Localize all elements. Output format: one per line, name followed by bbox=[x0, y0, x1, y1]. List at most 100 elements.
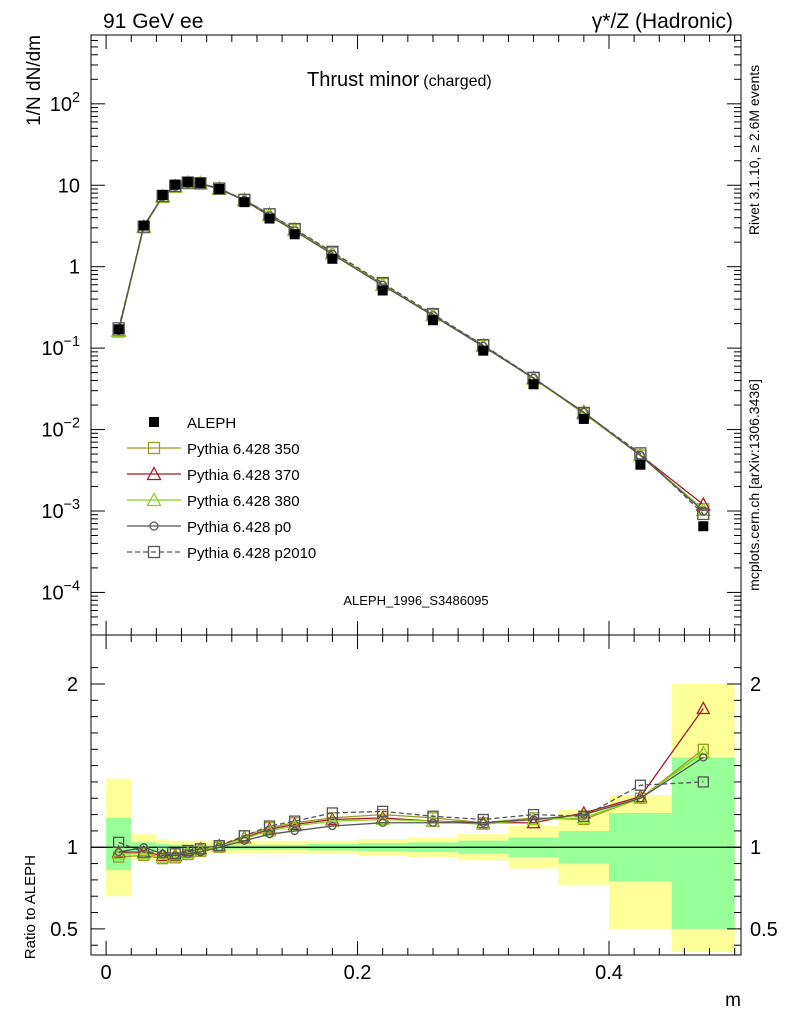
stat-band bbox=[671, 757, 735, 929]
ratio-ylabel: Ratio to ALEPH bbox=[22, 855, 39, 959]
analysis-watermark: ALEPH_1996_S3486095 bbox=[343, 593, 488, 608]
x-axis-label: m bbox=[725, 990, 741, 1011]
legend-label-2: Pythia 6.428 380 bbox=[187, 493, 300, 510]
ratio-y-label-right-0: 2 bbox=[750, 674, 761, 696]
legend-marker-2 bbox=[146, 492, 162, 507]
ratio-4-point bbox=[138, 846, 150, 858]
series-4-point bbox=[697, 507, 710, 521]
y-tick-label-5: 10−3 bbox=[41, 497, 80, 523]
ratio-3-point bbox=[636, 794, 645, 803]
ratio-4-point bbox=[194, 843, 207, 855]
legend-label-3: Pythia 6.428 p0 bbox=[187, 519, 291, 536]
ratio-1-point bbox=[696, 701, 711, 715]
ratio-4-point bbox=[113, 836, 125, 848]
y-tick-label-1: 10 bbox=[58, 175, 80, 197]
legend-label-0: Pythia 6.428 350 bbox=[187, 441, 300, 458]
ratio-3-point bbox=[428, 818, 438, 827]
ratio-4-point bbox=[213, 839, 225, 852]
legend: ALEPH Pythia 6.428 350 Pythia 6.428 370 Pyt… bbox=[127, 415, 316, 562]
ratio-4-point bbox=[238, 830, 251, 842]
chart-title-suffix: (charged) bbox=[423, 73, 491, 90]
ratio-3-point bbox=[290, 826, 299, 836]
aleph-point bbox=[327, 253, 338, 264]
aleph-point bbox=[214, 183, 225, 194]
series-line-2 bbox=[118, 182, 704, 511]
aleph-point bbox=[289, 229, 300, 240]
y-tick-label-3: 10−1 bbox=[41, 334, 80, 360]
ratio-y-label-right-2: 0.5 bbox=[750, 919, 778, 941]
rivet-side-label: Rivet 3.1.10, ≥ 2.6M events bbox=[746, 65, 762, 235]
legend-label-aleph: ALEPH bbox=[187, 415, 236, 432]
ratio-4-point bbox=[578, 810, 590, 822]
series-3-point bbox=[698, 506, 708, 516]
ratio-2-point bbox=[375, 812, 390, 826]
aleph-point bbox=[157, 189, 168, 200]
ratio-4-point bbox=[477, 813, 489, 826]
legend-marker-0 bbox=[147, 441, 161, 455]
x-tick-label-2: 0.4 bbox=[595, 962, 623, 984]
ratio-2-point bbox=[237, 830, 252, 844]
x-tick-label-0: 0 bbox=[101, 962, 112, 984]
series-1-point bbox=[695, 496, 711, 511]
ratio-y-label-right-1: 1 bbox=[750, 837, 761, 859]
header-right-label: γ*/Z (Hadronic) bbox=[592, 10, 733, 33]
ratio-frame bbox=[90, 634, 742, 956]
ratio-3-point bbox=[114, 847, 123, 857]
series-line-4 bbox=[118, 181, 704, 515]
legend-marker-1 bbox=[146, 466, 162, 481]
ratio-3-point bbox=[328, 821, 337, 831]
aleph-point bbox=[113, 324, 124, 335]
aleph-point bbox=[427, 315, 438, 326]
ratio-2-point bbox=[136, 846, 151, 860]
ratio-y-label-left-2: 0.5 bbox=[50, 919, 78, 941]
ratio-y-label-left-0: 2 bbox=[67, 674, 78, 696]
ratio-4-point bbox=[527, 808, 540, 821]
aleph-point bbox=[138, 220, 149, 231]
legend-marker-4 bbox=[147, 545, 161, 559]
aleph-point bbox=[264, 213, 275, 224]
ratio-y-label-left-1: 1 bbox=[67, 837, 78, 859]
legend-label-4: Pythia 6.428 p2010 bbox=[187, 545, 316, 562]
ratio-panel: 2 2 1 1 0.5 0.5 0 0.2 0.4 bbox=[50, 634, 778, 984]
ratio-1-point bbox=[325, 812, 340, 826]
aleph-point bbox=[170, 179, 181, 190]
ratio-4-point bbox=[427, 810, 439, 822]
aleph-point bbox=[195, 177, 206, 188]
ratio-4-point bbox=[634, 779, 647, 791]
ratio-line-3 bbox=[118, 756, 704, 857]
legend-marker-aleph bbox=[149, 417, 159, 427]
ratio-4-point bbox=[377, 805, 389, 817]
aleph-point bbox=[377, 285, 388, 296]
ratio-4-point bbox=[157, 846, 169, 858]
series-4-point bbox=[634, 447, 647, 460]
chart-title-main: Thrust minor bbox=[307, 69, 420, 91]
header-left-label: 91 GeV ee bbox=[103, 10, 203, 33]
mcplots-side-label: mcplots.cern.ch [arXiv:1306.3436] bbox=[746, 379, 762, 591]
ratio-4-point bbox=[289, 815, 301, 827]
aleph-point bbox=[528, 379, 539, 390]
ratio-4-point bbox=[182, 844, 194, 857]
aleph-point bbox=[698, 521, 709, 532]
series-4-point bbox=[194, 177, 207, 190]
ratio-3-point bbox=[699, 753, 708, 762]
legend-marker-3 bbox=[149, 521, 159, 531]
ratio-4-point bbox=[697, 776, 709, 788]
ratio-line-4 bbox=[118, 781, 704, 855]
aleph-point bbox=[182, 176, 193, 187]
aleph-point bbox=[635, 459, 646, 470]
ratio-3-point bbox=[183, 849, 192, 858]
main-ylabel: 1/N dN/dm bbox=[24, 35, 45, 126]
chart-title: Thrust minor (charged) bbox=[307, 69, 492, 91]
ratio-4-point bbox=[169, 848, 181, 860]
series-line-0 bbox=[118, 182, 704, 510]
ratio-1-point bbox=[287, 817, 302, 831]
ratio-4-point bbox=[326, 807, 339, 819]
y-tick-label-0: 102 bbox=[50, 90, 80, 116]
y-tick-label-6: 10−4 bbox=[41, 578, 80, 604]
main-panel: 102 10 1 10−1 10−2 10−3 10−4 bbox=[41, 34, 742, 636]
ratio-4-point bbox=[263, 820, 276, 832]
x-tick-label-1: 0.2 bbox=[344, 962, 372, 984]
series-line-3 bbox=[118, 182, 704, 512]
aleph-point bbox=[239, 197, 250, 208]
